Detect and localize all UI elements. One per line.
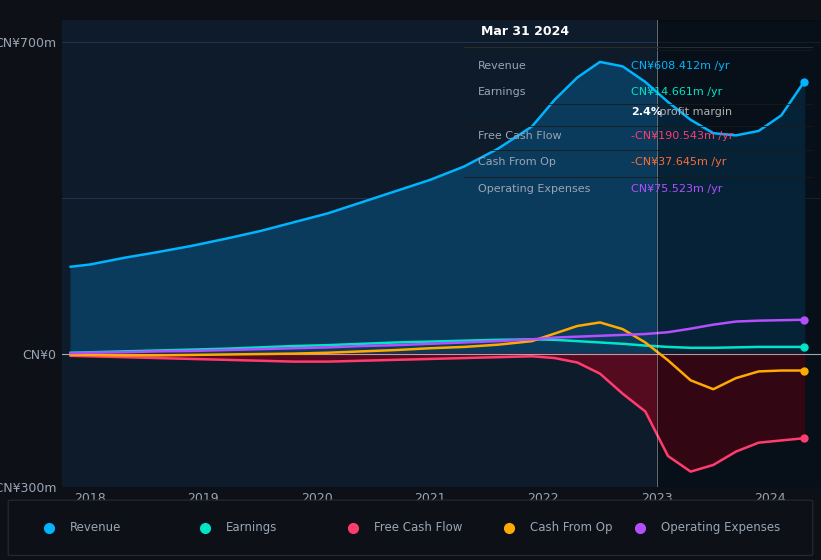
Text: -CN¥190.543m /yr: -CN¥190.543m /yr: [631, 131, 734, 141]
Text: Operating Expenses: Operating Expenses: [661, 521, 780, 534]
Text: Cash From Op: Cash From Op: [530, 521, 612, 534]
Text: CN¥608.412m /yr: CN¥608.412m /yr: [631, 60, 730, 71]
Text: Revenue: Revenue: [478, 60, 526, 71]
Text: 2.4%: 2.4%: [631, 107, 663, 117]
Text: Free Cash Flow: Free Cash Flow: [374, 521, 462, 534]
Text: Revenue: Revenue: [70, 521, 122, 534]
Text: CN¥75.523m /yr: CN¥75.523m /yr: [631, 184, 722, 194]
Text: Free Cash Flow: Free Cash Flow: [478, 131, 562, 141]
Text: CN¥14.661m /yr: CN¥14.661m /yr: [631, 87, 722, 97]
Text: Earnings: Earnings: [226, 521, 277, 534]
Bar: [657, 20, 821, 487]
FancyBboxPatch shape: [8, 500, 813, 556]
Text: profit margin: profit margin: [656, 107, 732, 117]
Text: -CN¥37.645m /yr: -CN¥37.645m /yr: [631, 157, 727, 167]
Text: Cash From Op: Cash From Op: [478, 157, 556, 167]
Text: Mar 31 2024: Mar 31 2024: [481, 25, 570, 38]
Text: Operating Expenses: Operating Expenses: [478, 184, 590, 194]
Text: Earnings: Earnings: [478, 87, 526, 97]
